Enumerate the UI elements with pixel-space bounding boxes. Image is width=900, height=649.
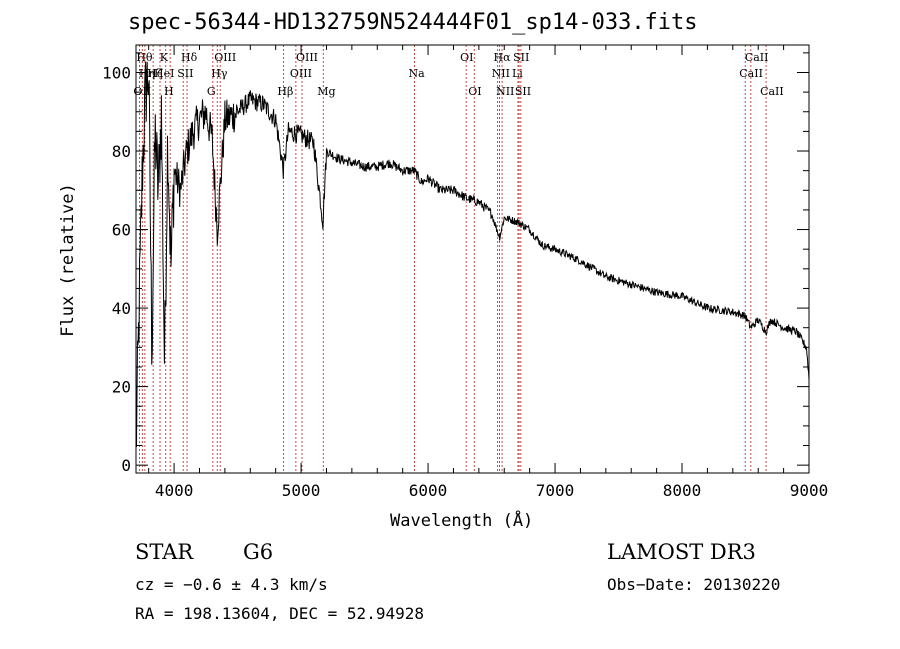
plot-frame	[135, 44, 810, 474]
x-tick-label-4: 8000	[663, 481, 702, 500]
y-tick-label-5: 100	[102, 63, 131, 82]
axis-ticks: 4000 5000 6000 7000 8000 9000 0 20 40 60 80 100	[102, 45, 828, 500]
x-axis-label: Wavelength (Å)	[390, 511, 534, 531]
line-label-16: Na	[408, 67, 425, 80]
line-label-22: Li	[512, 67, 523, 80]
line-label-20: Hα	[494, 51, 512, 64]
object-class: STAR	[135, 540, 194, 564]
line-label-25: CaII	[739, 67, 763, 80]
line-label-10: G	[207, 85, 216, 98]
x-tick-label-3: 7000	[536, 481, 575, 500]
line-label-27: CaII	[760, 85, 784, 98]
line-label-24: SII	[515, 85, 531, 98]
line-label-18: OI	[468, 85, 481, 98]
line-label-1: Hθ	[136, 51, 153, 64]
line-label-11: OIII	[214, 51, 236, 64]
line-label-5: K	[160, 51, 169, 64]
line-label-23: SII	[513, 51, 529, 64]
line-label-14: OIII	[296, 51, 318, 64]
observation-date: Obs−Date: 20130220	[607, 575, 781, 594]
y-tick-label-4: 80	[112, 142, 131, 161]
y-tick-label-2: 40	[112, 299, 131, 318]
line-label-17: OI	[460, 51, 473, 64]
x-tick-label-0: 4000	[155, 481, 194, 500]
line-label-12: Hβ	[277, 85, 293, 98]
ra-dec-coordinates: RA = 198.13604, DEC = 52.94928	[135, 604, 424, 623]
line-label-19: NII	[492, 67, 510, 80]
spectrum-series-line	[135, 61, 810, 448]
line-label-13: OIII	[290, 67, 312, 80]
x-tick-label-2: 6000	[409, 481, 448, 500]
y-tick-label-0: 0	[121, 456, 131, 475]
line-label-6: H	[164, 85, 174, 98]
spectral-line-markers	[138, 45, 767, 473]
line-label-8: Hδ	[181, 51, 198, 64]
y-tick-label-3: 60	[112, 221, 131, 240]
spectral-subclass: G6	[243, 540, 274, 564]
line-label-4: HeI	[154, 67, 174, 80]
x-tick-label-1: 5000	[282, 481, 321, 500]
y-axis-label: Flux (relative)	[58, 183, 78, 337]
spectral-line-labels: OIIHθHηHζHeIKHSIIHδHγGOIIIHβOIIIOIIIMgNa…	[133, 51, 783, 98]
survey-name: LAMOST DR3	[607, 540, 756, 564]
line-label-3: Hζ	[147, 67, 163, 80]
line-label-26: CaII	[745, 51, 769, 64]
line-label-7: SII	[177, 67, 193, 80]
redshift-velocity: cz = −0.6 ± 4.3 km/s	[135, 575, 328, 594]
line-label-21: NII	[496, 85, 514, 98]
line-label-15: Mg	[317, 85, 335, 98]
chart-title: spec-56344-HD132759N524444F01_sp14-033.f…	[128, 10, 698, 35]
line-label-9: Hγ	[211, 67, 228, 80]
y-tick-label-1: 20	[112, 378, 131, 397]
x-tick-label-5: 9000	[790, 481, 829, 500]
